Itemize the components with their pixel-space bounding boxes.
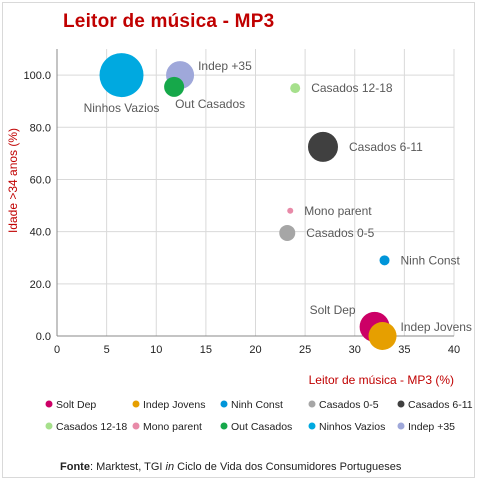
y-tick-label: 100.0: [23, 70, 51, 82]
x-tick-label: 15: [200, 344, 212, 356]
legend-marker: [308, 422, 316, 430]
bubble-label: Casados 6-11: [349, 140, 423, 154]
legend-marker: [308, 400, 316, 408]
bubble-point: [287, 207, 294, 214]
legend-marker: [220, 400, 228, 408]
bubble-label: Ninh Const: [401, 253, 461, 267]
bubble-point: [307, 131, 338, 162]
x-tick-label: 0: [54, 344, 60, 356]
bubble-label: Ninhos Vazios: [84, 101, 160, 115]
source-note: Fonte: Marktest, TGI in Ciclo de Vida do…: [60, 461, 401, 473]
bubble-label: Indep +35: [198, 59, 252, 73]
y-tick-label: 80.0: [30, 122, 51, 134]
y-tick-label: 60.0: [30, 174, 51, 186]
source-text-italic: in: [165, 461, 175, 473]
bubble-point: [164, 76, 185, 97]
legend-label: Out Casados: [231, 421, 292, 433]
x-tick-label: 5: [104, 344, 110, 356]
legend-marker: [132, 422, 140, 430]
legend-marker: [45, 400, 53, 408]
y-tick-label: 20.0: [30, 279, 51, 291]
bubble-point: [290, 83, 301, 94]
source-text-before: : Marktest, TGI: [89, 461, 166, 473]
legend-label: Casados 12-18: [56, 421, 127, 433]
chart-title: Leitor de música - MP3: [63, 11, 275, 32]
x-tick-label: 25: [299, 344, 311, 356]
legend-label: Indep +35: [408, 421, 455, 433]
x-tick-label: 35: [398, 344, 410, 356]
x-tick-label: 20: [249, 344, 261, 356]
legend-marker: [220, 422, 228, 430]
bubble-label: Solt Dep: [310, 303, 356, 317]
source-text-after: Ciclo de Vida dos Consumidores Portugues…: [174, 461, 402, 473]
bubble-label: Casados 0-5: [306, 226, 374, 240]
legend-marker: [45, 422, 53, 430]
y-tick-label: 0.0: [36, 331, 51, 343]
x-axis-label: Leitor de música - MP3 (%): [309, 373, 454, 387]
legend-label: Ninh Const: [231, 399, 283, 411]
legend-label: Mono parent: [143, 421, 202, 433]
legend-label: Indep Jovens: [143, 399, 205, 411]
x-tick-label: 40: [448, 344, 460, 356]
legend-label: Ninhos Vazios: [319, 421, 385, 433]
x-tick-label: 10: [150, 344, 162, 356]
bubble-point: [368, 322, 397, 350]
bubble-label: Casados 12-18: [311, 81, 393, 95]
x-tick-label: 30: [349, 344, 361, 356]
legend-label: Casados 0-5: [319, 399, 379, 411]
bubble-label: Indep Jovens: [401, 320, 472, 334]
legend-marker: [132, 400, 140, 408]
legend-marker: [397, 400, 405, 408]
bubble-label: Mono parent: [304, 204, 372, 218]
legend-label: Casados 6-11: [408, 399, 473, 411]
bubble-label: Out Casados: [175, 97, 245, 111]
legend-marker: [397, 422, 405, 430]
chart-frame: [2, 2, 475, 478]
bubble-point: [99, 53, 144, 98]
bubble-point: [379, 255, 390, 266]
source-label: Fonte: [60, 461, 90, 473]
y-tick-label: 40.0: [30, 227, 51, 239]
bubble-point: [279, 224, 296, 241]
y-axis-label: Idade >34 anos (%): [6, 128, 20, 233]
legend-label: Solt Dep: [56, 399, 96, 411]
